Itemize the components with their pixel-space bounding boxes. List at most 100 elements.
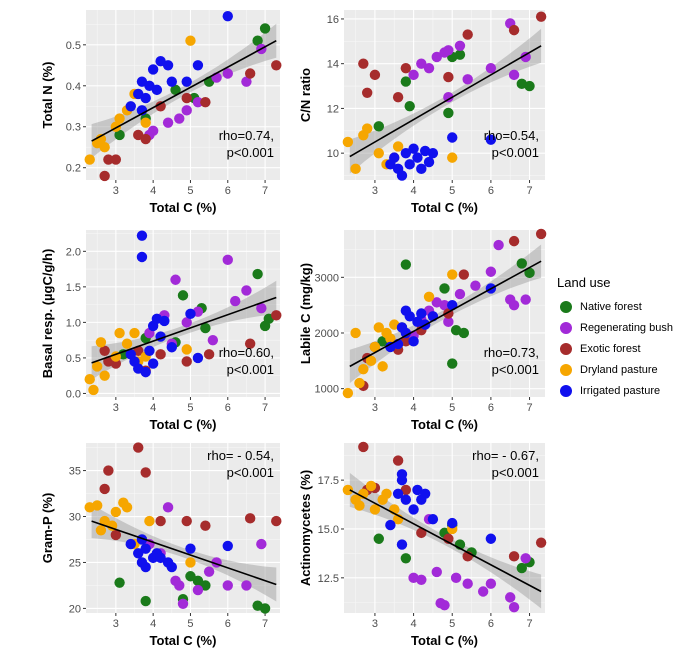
legend-swatch-regenerating-bush: [560, 321, 572, 334]
panel-2-annotation-line: p<0.001: [227, 362, 274, 377]
panel-3-point-regenerating-bush: [520, 294, 531, 305]
panel-2-point-exotic-forest: [155, 349, 166, 360]
panel-2-y-tick-label: 0.5: [66, 353, 81, 365]
panel-1-x-tick-label: 5: [449, 185, 455, 197]
panel-5-point-exotic-forest: [392, 455, 404, 466]
panel-0-point-irrigated-pasture: [151, 84, 163, 96]
panel-2-background: [86, 230, 280, 397]
panel-3-point-native-forest: [458, 327, 470, 339]
panel-4-point-regenerating-bush: [222, 580, 233, 591]
panel-0-point-irrigated-pasture: [140, 92, 151, 104]
panel-1-point-regenerating-bush: [485, 62, 497, 74]
panel-3-point-dryland-pasture: [385, 333, 396, 344]
panel-2-x-axis-title: Total C (%): [150, 417, 217, 432]
legend-label-exotic-forest: Exotic forest: [580, 342, 641, 355]
panel-2-y-tick-label: 2.0: [66, 246, 81, 258]
panel-5-x-tick-label: 4: [411, 618, 417, 630]
panel-3-point-regenerating-bush: [443, 316, 454, 328]
panel-4-point-native-forest: [200, 580, 211, 591]
panel-5-point-native-forest: [373, 533, 384, 544]
panel-1-point-native-forest: [454, 49, 466, 60]
panel-0-x-tick-label: 7: [262, 185, 268, 197]
panel-3-point-regenerating-bush: [439, 299, 450, 311]
panel-0-y-tick-label: 0.5: [66, 40, 81, 52]
panel-1-point-exotic-forest: [358, 58, 369, 69]
panel-2-fit-line: [91, 296, 277, 364]
panel-3-annotation-line: p<0.001: [492, 362, 539, 377]
panel-cn-ratio: 3 4 5 6 7 10 12 14 16 rho=0.54, p<0.001 Total C (%)…: [298, 10, 547, 215]
panel-1-point-native-forest: [400, 76, 412, 87]
panel-3-point-exotic-forest: [508, 235, 520, 247]
panel-4-point-native-forest: [140, 595, 151, 607]
panel-2-point-irrigated-pasture: [144, 345, 155, 357]
panel-5-x-tick-label: 5: [449, 618, 455, 630]
panel-0-x-tick-label: 3: [113, 185, 119, 197]
panel-4-point-irrigated-pasture: [155, 552, 166, 564]
panel-1-point-regenerating-bush: [462, 74, 473, 85]
panel-0-point-exotic-forest: [110, 154, 122, 165]
panel-0-y-tick-label: 0.3: [66, 122, 81, 134]
panel-4-point-exotic-forest: [155, 515, 166, 527]
panel-0-x-tick-label: 5: [187, 185, 193, 197]
panel-0-point-dryland-pasture: [95, 133, 107, 145]
panel-0-point-exotic-forest: [271, 60, 282, 71]
panel-4-point-regenerating-bush: [192, 584, 204, 596]
panel-1-point-irrigated-pasture: [416, 163, 427, 175]
panel-0-point-native-forest: [252, 35, 263, 46]
panel-1-point-irrigated-pasture: [427, 147, 439, 159]
panel-5-point-regenerating-bush: [450, 572, 462, 584]
panel-2-point-dryland-pasture: [129, 327, 140, 339]
panel-5-point-native-forest: [400, 553, 412, 564]
panel-2-point-exotic-forest: [244, 338, 256, 349]
panel-5-annotation-line: rho= - 0.67,: [472, 448, 539, 463]
panel-1-point-irrigated-pasture: [447, 132, 458, 143]
panel-2-point-exotic-forest: [181, 356, 192, 367]
panel-2-point-dryland-pasture: [99, 370, 110, 381]
panel-0-x-tick-label: 4: [150, 185, 156, 197]
panel-0-point-exotic-forest: [99, 170, 110, 182]
panel-2-y-tick-label: 1.5: [66, 282, 81, 294]
legend-item-irrigated-pasture: Irrigated pasture: [557, 380, 673, 401]
panel-2-point-irrigated-pasture: [147, 358, 159, 369]
panel-1-point-dryland-pasture: [361, 123, 373, 134]
panel-2-point-dryland-pasture: [91, 361, 103, 372]
panel-3-point-regenerating-bush: [485, 266, 497, 277]
panel-1-point-irrigated-pasture: [404, 159, 415, 170]
panel-4-point-regenerating-bush: [162, 502, 174, 513]
panel-1-x-tick-label: 7: [526, 185, 532, 197]
panel-3-point-dryland-pasture: [423, 291, 435, 302]
panel-5-point-exotic-forest: [400, 484, 412, 496]
panel-total-n: 3 4 5 6 7 0.2 0.3 0.4 0.5 rho=0.74, p<0.001 Total C…: [40, 10, 282, 215]
panel-3-point-dryland-pasture: [354, 377, 365, 389]
panel-2-x-tick-label: 5: [187, 402, 193, 414]
panel-3-y-tick-label: 2000: [315, 328, 339, 340]
panel-1-point-irrigated-pasture: [423, 156, 435, 168]
panel-1-fit-line: [349, 45, 542, 158]
panel-4-point-exotic-forest: [110, 529, 122, 541]
panel-4-point-exotic-forest: [99, 483, 110, 495]
panel-4-y-axis-title: Gram-P (%): [40, 493, 55, 564]
panel-4-point-regenerating-bush: [203, 566, 215, 577]
panel-2-point-regenerating-bush: [230, 295, 241, 307]
panel-1-point-dryland-pasture: [392, 141, 404, 152]
panel-4-point-native-forest: [114, 577, 125, 588]
panel-2-point-exotic-forest: [271, 310, 282, 321]
panel-5-point-irrigated-pasture: [485, 533, 497, 544]
panel-4-point-irrigated-pasture: [140, 543, 151, 554]
panel-1-point-native-forest: [373, 121, 384, 132]
panel-4-point-irrigated-pasture: [140, 561, 151, 573]
panel-3-x-axis-title: Total C (%): [411, 417, 478, 432]
panel-3-point-regenerating-bush: [470, 280, 481, 291]
panel-0-point-irrigated-pasture: [166, 76, 178, 87]
panel-4-point-dryland-pasture: [110, 506, 122, 518]
panel-0-fit-line: [91, 40, 277, 142]
panel-1-y-tick-label: 10: [327, 148, 339, 160]
panel-1-y-axis-title: C/N ratio: [298, 68, 313, 122]
panel-3-point-dryland-pasture: [365, 355, 377, 367]
panel-4-point-dryland-pasture: [121, 502, 133, 513]
legend-item-dryland-pasture: Dryland pasture: [557, 359, 673, 380]
panel-4-point-regenerating-bush: [241, 580, 252, 591]
panel-4-point-dryland-pasture: [144, 515, 155, 527]
panel-1-y-tick-label: 12: [327, 103, 339, 115]
panel-5-point-dryland-pasture: [365, 480, 377, 492]
